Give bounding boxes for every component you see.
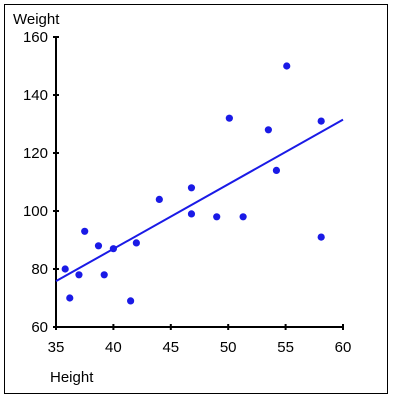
y-tick-label: 140 <box>23 87 48 104</box>
y-tick-label: 80 <box>31 261 48 278</box>
data-point <box>187 184 196 192</box>
data-point <box>187 210 196 218</box>
x-tick-label: 45 <box>162 339 179 356</box>
data-point <box>75 271 83 279</box>
data-point <box>132 239 140 247</box>
x-tick-label: 50 <box>220 339 237 356</box>
trendline-group <box>55 118 344 283</box>
x-tick-label: 55 <box>277 339 294 356</box>
chart-frame <box>4 4 388 394</box>
data-point <box>127 297 135 305</box>
x-tick-label: 35 <box>48 339 65 356</box>
y-tick-label: 160 <box>23 29 48 46</box>
data-point <box>213 213 221 221</box>
data-point <box>109 245 117 253</box>
data-point <box>283 62 291 70</box>
y-tick-label: 100 <box>23 203 48 220</box>
y-axis-title: Weight <box>13 11 60 28</box>
data-point <box>272 166 281 174</box>
data-point <box>225 114 233 122</box>
axes <box>55 37 343 328</box>
data-point <box>94 242 103 250</box>
x-tick-label: 60 <box>335 339 352 356</box>
data-point <box>155 195 163 203</box>
data-point <box>81 227 89 235</box>
x-tick-label: 40 <box>105 339 122 356</box>
y-tick-label: 60 <box>31 319 48 336</box>
points-group <box>61 62 325 305</box>
data-point <box>239 213 247 221</box>
data-point <box>317 233 325 241</box>
data-point <box>66 294 74 302</box>
ticks: 60 80 100 120 140 160 35 40 45 50 55 60 <box>23 29 351 356</box>
trendline <box>55 118 344 283</box>
data-point <box>61 265 69 273</box>
data-point <box>264 126 272 134</box>
y-tick-label: 120 <box>23 145 48 162</box>
x-axis-title: Height <box>50 369 94 386</box>
data-point <box>317 117 325 125</box>
data-point <box>100 271 108 279</box>
